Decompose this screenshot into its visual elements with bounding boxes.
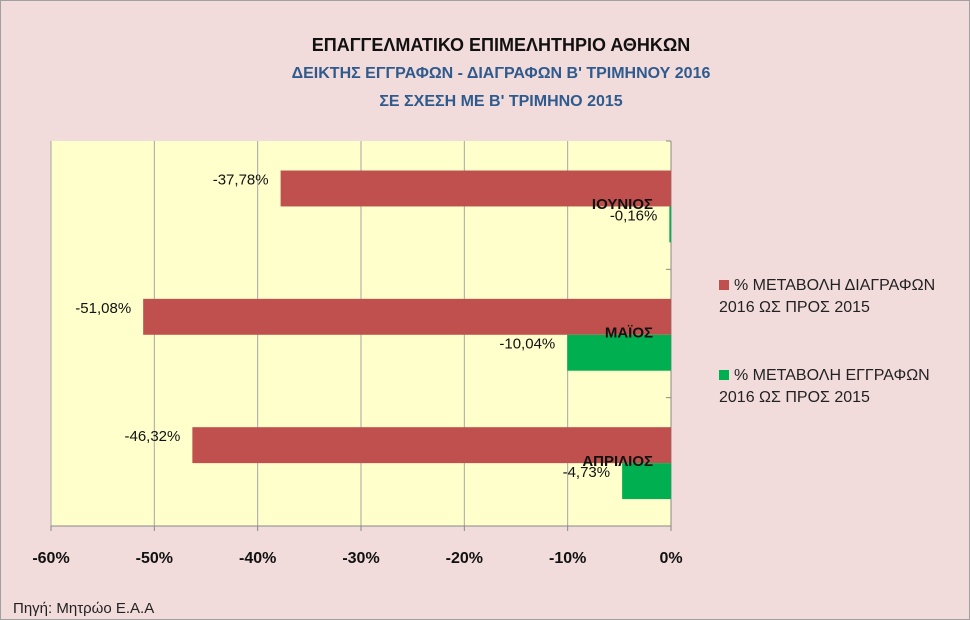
x-tick-label: -30% bbox=[342, 550, 379, 567]
bar bbox=[192, 427, 672, 464]
data-label: -0,16% bbox=[610, 207, 658, 224]
chart-subtitle: ΣΕ ΣΧΕΣΗ ΜΕ Β' ΤΡΙΜΗΝΟ 2015 bbox=[379, 93, 622, 110]
legend-item: % ΜΕΤΑΒΟΛΗ ΔΙΑΓΡΑΦΩΝ 2016 ΩΣ ΠΡΟΣ 2015 bbox=[719, 275, 969, 319]
legend-item: % ΜΕΤΑΒΟΛΗ ΕΓΓΡΑΦΩΝ 2016 ΩΣ ΠΡΟΣ 2015 bbox=[719, 365, 969, 409]
x-tick-label: 0% bbox=[659, 550, 682, 567]
data-label: -51,08% bbox=[75, 300, 131, 317]
x-tick-label: -20% bbox=[446, 550, 483, 567]
data-label: -46,32% bbox=[124, 428, 180, 445]
data-label: -37,78% bbox=[213, 171, 269, 188]
legend-label: % ΜΕΤΑΒΟΛΗ ΔΙΑΓΡΑΦΩΝ 2016 ΩΣ ΠΡΟΣ 2015 bbox=[719, 277, 936, 316]
category-label: ΑΠΡΙΛΙΟΣ bbox=[582, 453, 653, 470]
bar bbox=[567, 334, 671, 371]
legend-label: % ΜΕΤΑΒΟΛΗ ΕΓΓΡΑΦΩΝ 2016 ΩΣ ΠΡΟΣ 2015 bbox=[719, 367, 930, 406]
category-label: ΙΟΥΝΙΟΣ bbox=[592, 196, 653, 213]
bar bbox=[622, 463, 671, 500]
bar bbox=[669, 206, 671, 243]
chart-subtitle: ΔΕΙΚΤΗΣ ΕΓΓΡΑΦΩΝ - ΔΙΑΓΡΑΦΩΝ Β' ΤΡΙΜΗΝΟΥ… bbox=[292, 65, 711, 82]
x-tick-label: -40% bbox=[239, 550, 276, 567]
legend-swatch bbox=[719, 280, 729, 290]
source-note: Πηγή: Μητρώο Ε.Α.Α bbox=[13, 600, 154, 617]
chart-title: ΕΠΑΓΓΕΛΜΑΤΙΚΟ ΕΠΙΜΕΛΗΤΗΡΙΟ ΑΘΗΚΩΝ bbox=[312, 35, 691, 55]
bar bbox=[143, 298, 671, 335]
bar bbox=[280, 170, 671, 207]
data-label: -4,73% bbox=[563, 464, 611, 481]
x-tick-label: -50% bbox=[136, 550, 173, 567]
x-tick-label: -60% bbox=[32, 550, 69, 567]
legend-swatch bbox=[719, 370, 729, 380]
data-label: -10,04% bbox=[499, 336, 555, 353]
x-tick-label: -10% bbox=[549, 550, 586, 567]
category-label: ΜΑΪΟΣ bbox=[605, 324, 653, 341]
